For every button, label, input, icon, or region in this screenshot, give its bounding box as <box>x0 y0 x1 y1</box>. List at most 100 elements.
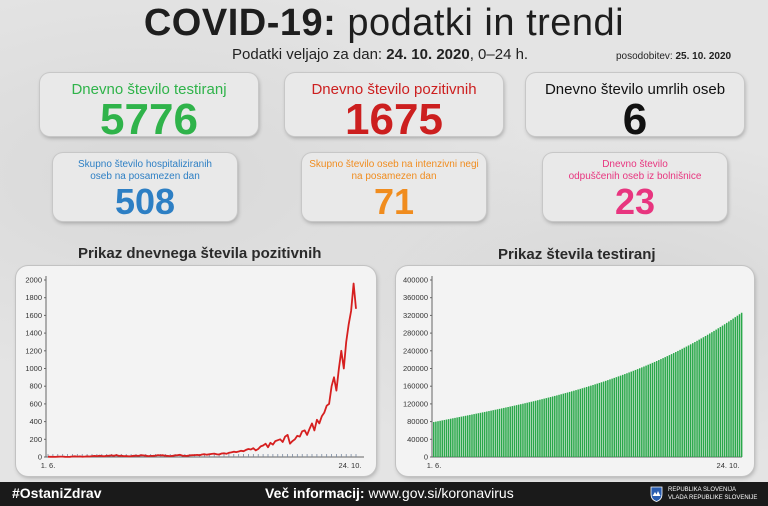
chart-tests-bar <box>441 420 444 457</box>
chart-tests-bar <box>721 325 724 457</box>
card-discharged-value: 23 <box>614 181 656 222</box>
chart-tests-bar <box>486 411 488 457</box>
chart-tests-bar <box>549 397 552 457</box>
subtitle-date: 24. 10. 2020 <box>386 46 470 63</box>
chart-tests-bar <box>520 404 522 457</box>
chart-tests-bar <box>694 342 696 457</box>
chart-tests-bar <box>641 367 643 457</box>
gov-line1: REPUBLIKA SLOVENIJA <box>668 487 737 493</box>
card-deaths-value: 6 <box>622 95 648 144</box>
chart-tests-bar <box>617 376 620 457</box>
chart-tests-bar <box>469 414 471 457</box>
card-hospitalized-label: Skupno število hospitaliziranih oseb na … <box>53 159 237 183</box>
chart-tests-bar <box>447 419 450 457</box>
chart-tests-bar <box>564 393 567 457</box>
chart-positive-x-tick-label: 1. 6. <box>41 461 56 470</box>
chart-tests-bar <box>628 372 630 457</box>
chart-tests-bar <box>528 402 531 457</box>
chart-tests-bar <box>541 399 543 457</box>
chart-tests-bar <box>464 415 467 457</box>
chart-tests-bar <box>706 334 709 457</box>
chart-tests-bar <box>522 403 524 457</box>
chart-tests-y-tick-label: 120000 <box>403 399 428 408</box>
chart-positive-panel: 0 200 400 600 800 1000 1200 1400 1600 1800 2000 1. … <box>16 266 376 476</box>
card-hospitalized-label-line2: oseb na posamezen dan <box>90 171 200 182</box>
chart-tests-x-tick-label: 1. 6. <box>427 461 442 470</box>
chart-tests-bar <box>439 420 441 457</box>
chart-tests-bar <box>513 405 516 457</box>
chart-tests-y-tick-label: 0 <box>424 453 428 462</box>
chart-tests-bar <box>479 412 482 457</box>
chart-tests-bar <box>634 369 637 457</box>
chart-tests-bar <box>717 328 720 457</box>
chart-tests-bar <box>681 348 683 457</box>
chart-tests-bar <box>713 330 715 457</box>
chart-tests-bar <box>715 329 717 457</box>
more-info-link[interactable]: www.gov.si/koronavirus <box>368 485 514 501</box>
chart-tests-bar <box>498 408 501 457</box>
chart-tests-bar <box>454 417 456 457</box>
chart-tests-bar <box>630 371 632 457</box>
chart-tests-bar <box>558 394 560 457</box>
chart-positive-y-tick-label: 200 <box>29 435 42 444</box>
chart-tests-y-tick-label: 280000 <box>403 329 428 338</box>
chart-tests-bar <box>624 374 626 457</box>
chart-tests-bar <box>696 340 698 457</box>
chart-tests-bar <box>738 314 741 457</box>
chart-tests-bar <box>462 416 465 457</box>
chart-tests-title: Prikaz števila testiranj <box>498 246 656 263</box>
chart-tests-bar <box>732 318 734 457</box>
chart-positive-y-tick-label: 600 <box>29 399 42 408</box>
card-hospitalized-label-line1: Skupno število hospitaliziranih <box>78 159 212 170</box>
chart-tests-bar <box>723 324 726 457</box>
chart-tests-bar <box>658 360 660 457</box>
chart-tests-bar <box>668 355 671 457</box>
chart-tests-bar <box>702 337 705 457</box>
chart-tests-bar <box>515 405 518 457</box>
chart-tests-bar <box>700 338 703 457</box>
chart-tests-bar <box>575 390 577 457</box>
chart-tests-bar <box>456 417 458 457</box>
chart-tests-bar <box>534 400 537 457</box>
chart-tests-bar <box>594 384 596 457</box>
chart-tests-bar <box>583 387 586 457</box>
chart-tests-bar <box>560 394 562 457</box>
card-discharged: Dnevno število odpuščenih oseb iz bolniš… <box>543 153 727 221</box>
chart-tests-bar <box>675 352 677 457</box>
chart-positive: 0 200 400 600 800 1000 1200 1400 1600 1800 2000 1. … <box>25 276 364 470</box>
hashtag-text: #OstaniZdrav <box>12 485 102 501</box>
chart-tests-bar <box>598 382 601 457</box>
chart-tests-bar <box>698 339 700 457</box>
card-tested-value: 5776 <box>100 95 198 144</box>
chart-tests-bar <box>687 345 690 457</box>
chart-tests-bar <box>577 389 579 457</box>
chart-tests-bar <box>730 320 732 457</box>
chart-tests-bar <box>602 381 605 457</box>
chart-tests-bar <box>692 343 694 457</box>
chart-tests-bar <box>672 353 675 457</box>
card-discharged-label: Dnevno število odpuščenih oseb iz bolniš… <box>543 159 727 183</box>
chart-tests-y-tick-label: 200000 <box>403 364 428 373</box>
chart-tests-bar <box>445 419 448 457</box>
chart-tests-bar <box>449 418 452 457</box>
chart-tests-bar <box>490 410 492 457</box>
card-tested-label: Dnevno število testiranj <box>71 81 227 98</box>
chart-tests-bar <box>509 406 511 457</box>
chart-tests-bar <box>636 369 639 457</box>
chart-tests-x-tick-label: 24. 10. <box>717 461 740 470</box>
page-title: COVID-19: podatki in trendi <box>0 2 768 45</box>
chart-tests-bar <box>571 391 573 457</box>
chart-tests-bar <box>588 386 590 457</box>
chart-tests-bar <box>488 411 490 457</box>
chart-tests-bar <box>655 361 658 457</box>
chart-tests-bar <box>613 377 615 457</box>
card-positive: Dnevno število pozitivnih 1675 <box>285 73 503 142</box>
chart-tests-bar <box>473 414 475 457</box>
chart-tests-bar <box>433 422 435 457</box>
chart-tests-bar <box>556 395 558 457</box>
update-value: 25. 10. 2020 <box>675 51 732 62</box>
more-info: Več informacij: www.gov.si/koronavirus <box>265 485 514 501</box>
chart-positive-y-tick-label: 400 <box>29 417 42 426</box>
chart-tests-bar <box>626 373 628 457</box>
chart-tests-bar <box>643 366 645 457</box>
